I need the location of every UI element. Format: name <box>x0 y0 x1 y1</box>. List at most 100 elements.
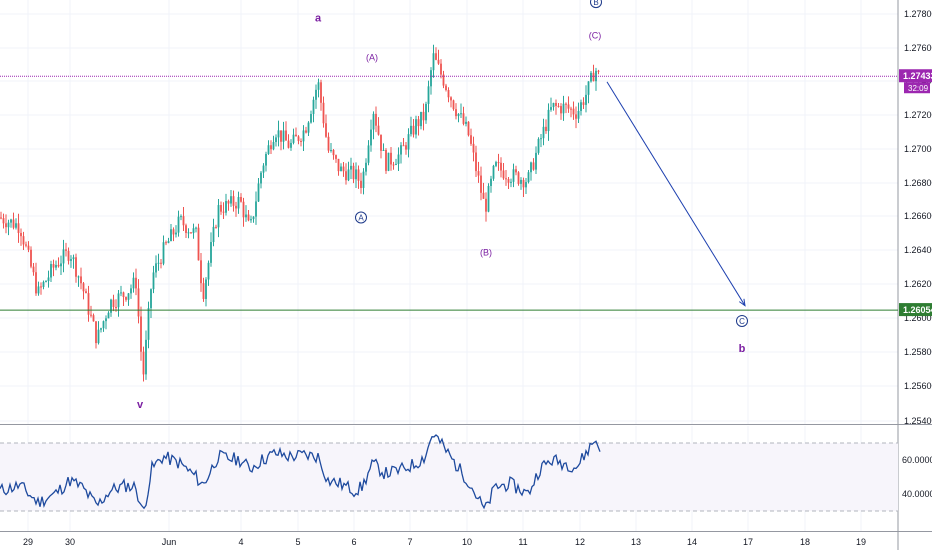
candle-body <box>217 205 220 228</box>
candle-body <box>262 165 265 173</box>
wave-label: a <box>315 12 322 24</box>
candle-body <box>72 257 75 260</box>
candle-body <box>110 299 112 313</box>
candle-body <box>315 89 317 100</box>
candle-body <box>575 114 577 119</box>
candle-body <box>497 162 500 164</box>
candle-body <box>397 154 400 164</box>
osc-y-tick-label: 60.0000 <box>902 455 932 465</box>
candle-body <box>387 152 390 171</box>
candle-body <box>337 158 340 172</box>
candle-body <box>535 152 537 170</box>
candle-body <box>555 102 557 106</box>
candle-body <box>510 181 512 183</box>
candle-body <box>320 82 322 103</box>
wave-label: b <box>739 343 746 355</box>
x-tick-label: 14 <box>687 537 697 547</box>
candle-body <box>252 216 255 220</box>
candle-body <box>587 81 590 95</box>
candle-body <box>305 130 307 133</box>
candle-body <box>467 121 470 136</box>
candle-body <box>425 103 427 121</box>
candle-body <box>545 126 547 132</box>
candle-body <box>540 138 542 140</box>
candle-body <box>212 226 215 243</box>
candle-body <box>87 293 90 315</box>
candle-body <box>7 222 10 228</box>
countdown-tag-bg <box>904 82 930 94</box>
candle-body <box>390 152 392 165</box>
candle-body <box>75 257 77 277</box>
x-tick-label: 5 <box>295 537 300 547</box>
candle-body <box>97 329 100 344</box>
candle-body <box>287 140 290 148</box>
candle-body <box>375 113 377 126</box>
projection-arrow-head <box>739 298 746 307</box>
candle-body <box>492 165 495 179</box>
candle-body <box>382 149 385 151</box>
candle-body <box>445 85 447 91</box>
candle-body <box>55 264 57 268</box>
candle-body <box>412 125 415 135</box>
candle-body <box>502 170 505 179</box>
candle-body <box>442 74 445 86</box>
x-tick-label: 10 <box>462 537 472 547</box>
candle-body <box>367 145 370 163</box>
candle-body <box>90 314 92 316</box>
candle-body <box>205 279 207 299</box>
candle-body <box>57 264 60 267</box>
candle-body <box>265 153 267 166</box>
y-tick-label: 1.27800 <box>904 9 932 19</box>
candle-body <box>562 103 565 114</box>
candle-body <box>52 264 55 268</box>
x-tick-label: 4 <box>238 537 243 547</box>
candle-body <box>82 283 85 292</box>
candle-body <box>345 171 347 181</box>
candle-body <box>347 169 350 181</box>
candle-body <box>280 130 282 142</box>
candle-body <box>342 166 345 172</box>
candle-body <box>130 288 132 294</box>
candle-body <box>40 286 42 288</box>
candle-body <box>200 260 202 284</box>
candle-body <box>60 263 62 267</box>
candle-body <box>472 143 475 153</box>
candle-body <box>520 179 522 184</box>
wave-circle-label: B <box>593 0 598 7</box>
candle-body <box>577 110 580 119</box>
candle-body <box>455 109 457 117</box>
candle-body <box>395 163 397 165</box>
candle-body <box>132 277 135 289</box>
candle-body <box>355 169 357 180</box>
candle-body <box>105 318 107 322</box>
candle-body <box>165 242 167 244</box>
candle-body <box>37 286 40 294</box>
candle-body <box>175 232 177 235</box>
candle-body <box>160 262 162 264</box>
candle-body <box>272 142 275 150</box>
candle-body <box>490 178 492 186</box>
candle-body <box>427 86 430 104</box>
candle-body <box>402 145 405 147</box>
y-tick-label: 1.27000 <box>904 144 932 154</box>
candle-body <box>257 183 260 202</box>
candle-body <box>547 109 550 132</box>
candle-body <box>170 229 172 242</box>
candle-body <box>582 102 585 105</box>
candle-body <box>435 53 437 60</box>
candle-body <box>420 111 422 127</box>
candle-body <box>542 126 545 139</box>
x-tick-label: Jun <box>162 537 177 547</box>
candle-body <box>417 119 420 127</box>
candle-body <box>327 136 330 151</box>
support-tag-bg <box>899 303 932 317</box>
candle-body <box>360 180 362 188</box>
candle-body <box>452 100 455 110</box>
x-tick-label: 7 <box>407 537 412 547</box>
candle-body <box>95 321 97 344</box>
candle-body <box>392 164 395 166</box>
price-tag-bg <box>899 69 932 83</box>
candle-body <box>365 162 367 172</box>
